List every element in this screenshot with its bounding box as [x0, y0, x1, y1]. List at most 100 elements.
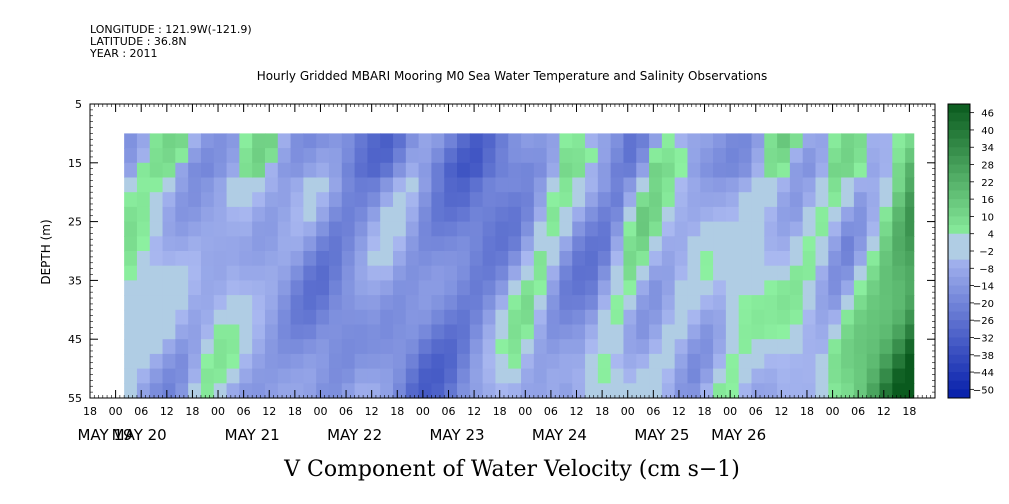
x-hour-tick-label: 06 — [441, 405, 455, 418]
heatmap-cell — [508, 133, 522, 149]
colorbar: 46 40 34 28 22 16 10 4 −2 −8 −14 −20 −26 −32 −38 −44 −50 — [947, 103, 994, 399]
heatmap-cell — [367, 280, 381, 296]
heatmap-cell — [469, 192, 484, 208]
heatmap-cell — [815, 324, 829, 340]
heatmap-cell — [482, 177, 497, 193]
heatmap-cell — [623, 280, 637, 296]
colorbar-tick-label: −26 — [973, 316, 994, 327]
heatmap-cell — [815, 236, 829, 252]
colorbar-swatch — [948, 121, 970, 131]
x-hour-tick-label: 18 — [493, 405, 507, 418]
heatmap-cell — [162, 206, 176, 223]
heatmap-cell — [252, 177, 266, 193]
year-label: YEAR : 2011 — [90, 47, 158, 60]
heatmap-cell — [316, 221, 330, 237]
heatmap-cell — [853, 339, 868, 355]
heatmap-cell — [303, 368, 317, 384]
heatmap-cell — [623, 339, 637, 355]
heatmap-cell — [597, 148, 612, 164]
heatmap-cell — [277, 339, 292, 355]
heatmap-cell — [328, 383, 343, 399]
heatmap-cell — [495, 265, 509, 281]
heatmap-cell — [290, 383, 304, 399]
heatmap-cell — [316, 206, 330, 223]
heatmap-cell — [380, 206, 394, 223]
heatmap-cell — [661, 324, 676, 340]
heatmap-cell — [444, 162, 458, 179]
heatmap-cell — [354, 192, 368, 208]
heatmap-cell — [905, 192, 915, 208]
heatmap-cell — [200, 353, 215, 370]
heatmap-cell — [623, 383, 637, 399]
heatmap-cell — [738, 368, 753, 384]
x-hour-tick-label: 18 — [185, 405, 199, 418]
heatmap-cell — [879, 309, 893, 326]
colorbar-swatch — [948, 302, 970, 313]
heatmap-cell — [303, 324, 317, 340]
heatmap-cell — [725, 324, 740, 340]
heatmap-cell — [815, 309, 829, 326]
heatmap-cell — [789, 206, 804, 223]
heatmap-cell — [687, 133, 701, 149]
heatmap-cell — [264, 265, 279, 281]
heatmap-cell — [572, 251, 586, 267]
heatmap-cell — [764, 368, 778, 384]
heatmap-cell — [559, 177, 573, 193]
heatmap-cell — [444, 383, 458, 399]
heatmap-cell — [546, 236, 561, 252]
heatmap-cell — [905, 177, 915, 193]
x-hour-tick-label: 06 — [134, 405, 148, 418]
heatmap-cell — [252, 221, 266, 237]
colorbar-tick-label: −20 — [973, 299, 994, 310]
heatmap-cell — [457, 280, 471, 296]
heatmap-cell — [136, 295, 151, 311]
heatmap-cell — [367, 148, 381, 164]
colorbar-swatch — [948, 225, 970, 235]
heatmap-cell — [815, 148, 829, 164]
heatmap-cell — [418, 206, 433, 223]
heatmap-cell — [418, 309, 433, 326]
heatmap-cell — [866, 236, 881, 252]
heatmap-cell — [508, 251, 522, 267]
heatmap-cell — [777, 221, 791, 237]
heatmap-cell — [623, 324, 637, 340]
heatmap-cell — [213, 221, 228, 237]
heatmap-cell — [252, 236, 266, 252]
heatmap-cell — [380, 236, 394, 252]
heatmap-cell — [700, 192, 714, 208]
colorbar-swatch — [948, 268, 970, 278]
x-hour-tick-label: 18 — [800, 405, 814, 418]
heatmap-cell — [815, 251, 829, 267]
heatmap-cell — [777, 309, 791, 326]
heatmap-cell — [687, 236, 701, 252]
heatmap-cell — [764, 280, 778, 296]
heatmap-cell — [828, 339, 842, 355]
heatmap-cell — [713, 339, 727, 355]
heatmap-cell — [393, 309, 407, 326]
heatmap-cell — [572, 368, 586, 384]
heatmap-cell — [328, 133, 343, 149]
heatmap-cell — [290, 133, 304, 149]
heatmap-cell — [585, 251, 599, 267]
heatmap-cell — [469, 265, 484, 281]
heatmap-cell — [725, 280, 740, 296]
heatmap-cell — [661, 133, 676, 149]
heatmap-cell — [316, 324, 330, 340]
heatmap-cell — [213, 148, 228, 164]
heatmap-cell — [649, 265, 663, 281]
heatmap-cell — [239, 206, 253, 223]
heatmap-cell — [533, 280, 548, 296]
heatmap-cell — [495, 383, 509, 399]
heatmap-cell — [482, 251, 497, 267]
heatmap-cell — [585, 221, 599, 237]
heatmap-cell — [597, 383, 612, 399]
heatmap-cell — [905, 309, 915, 326]
heatmap-cell — [636, 192, 650, 208]
heatmap-cell — [738, 148, 753, 164]
heatmap-cell — [162, 265, 176, 281]
heatmap-cell — [469, 162, 484, 179]
heatmap-cell — [789, 368, 804, 384]
heatmap-cell — [431, 192, 445, 208]
heatmap-cell — [200, 383, 215, 399]
heatmap-cell — [495, 148, 509, 164]
